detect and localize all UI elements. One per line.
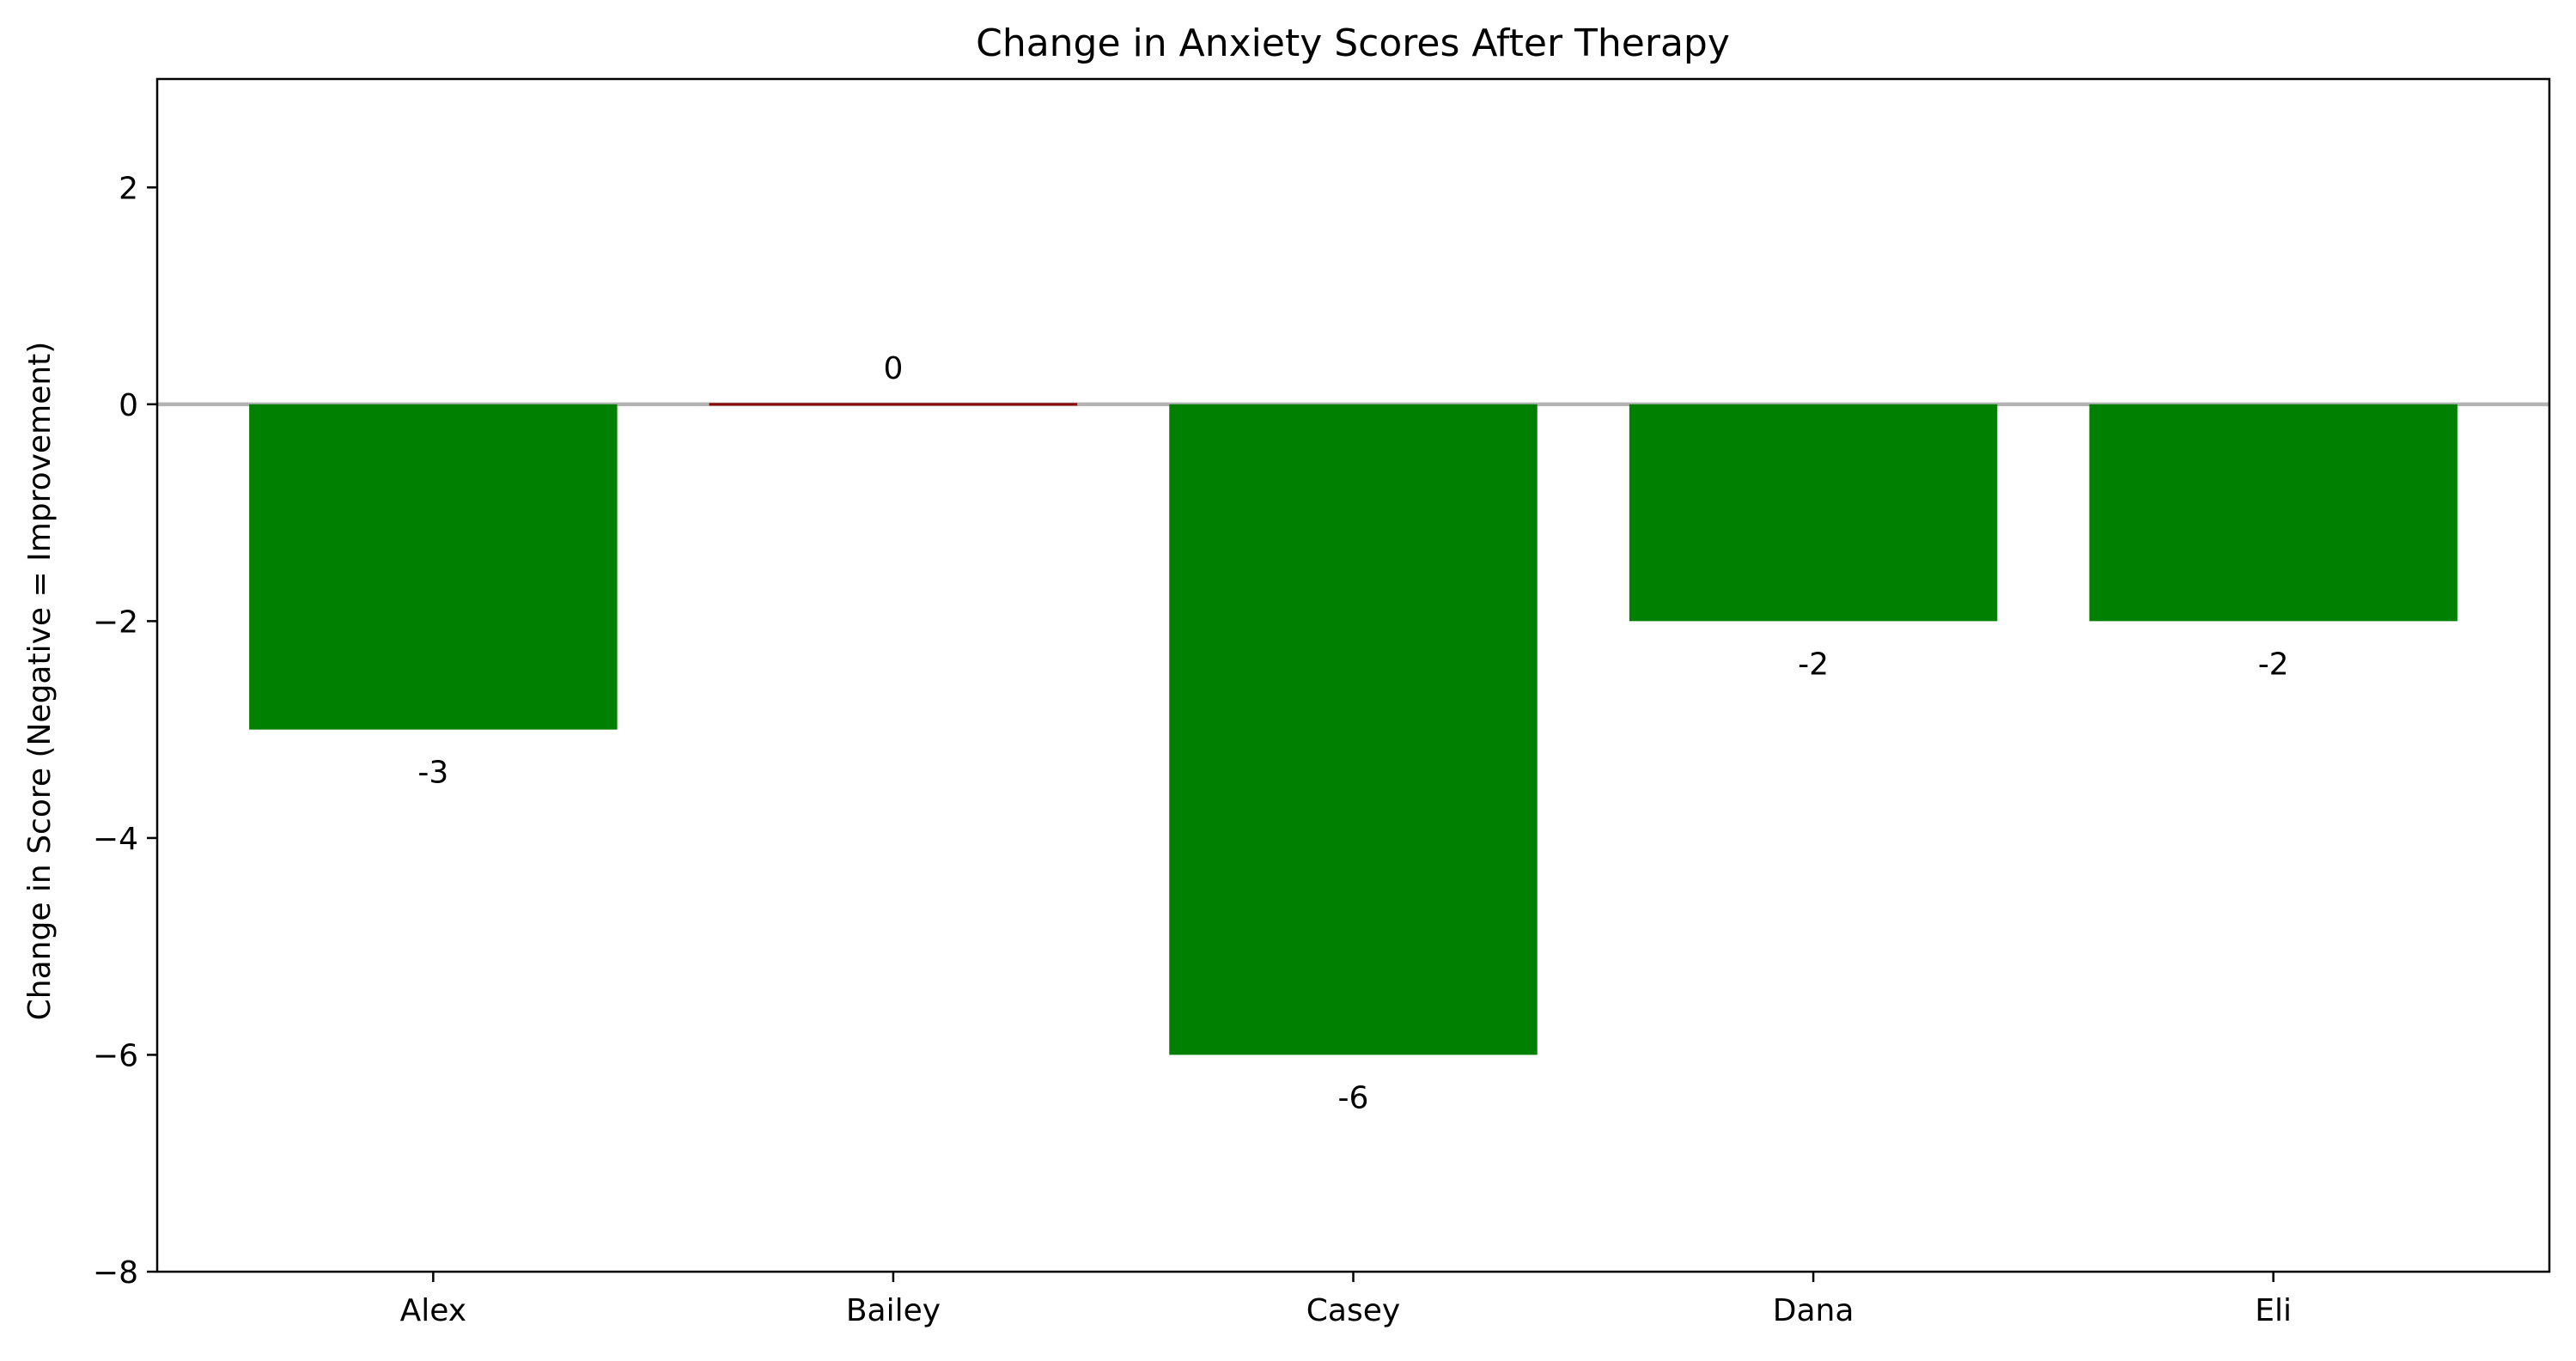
y-ticks-layer: 2 0 −2 −4 −6 −8 [93, 171, 157, 1291]
y-tick-label: −8 [93, 1255, 138, 1291]
bar-eli [2089, 404, 2457, 622]
chart-title: Change in Anxiety Scores After Therapy [976, 21, 1730, 65]
x-tick-label-casey: Casey [1306, 1293, 1400, 1328]
y-tick-label: 2 [119, 171, 138, 206]
y-tick-label: 0 [119, 388, 138, 423]
data-labels-layer: -3 0 -6 -2 -2 [417, 351, 2288, 1116]
y-axis-label: Change in Score (Negative = Improvement) [22, 342, 58, 1021]
bar-casey [1169, 404, 1538, 1055]
x-ticks-layer: Alex Bailey Casey Dana Eli [400, 1272, 2292, 1328]
data-label-eli: -2 [2258, 647, 2289, 682]
data-label-casey: -6 [1338, 1080, 1369, 1115]
x-tick-label-eli: Eli [2255, 1293, 2292, 1328]
x-tick-label-dana: Dana [1773, 1293, 1854, 1328]
plot-frame [155, 77, 2551, 1273]
x-tick-label-bailey: Bailey [846, 1293, 941, 1328]
y-tick-label: −4 [93, 822, 138, 857]
y-tick-label: −2 [93, 605, 138, 640]
data-label-dana: -2 [1798, 647, 1829, 682]
bars-layer [249, 403, 2457, 1055]
y-tick-label: −6 [93, 1038, 138, 1073]
x-tick-label-alex: Alex [400, 1293, 466, 1328]
data-label-bailey: 0 [883, 351, 903, 386]
data-label-alex: -3 [417, 756, 448, 791]
bar-dana [1629, 404, 1998, 622]
bar-alex [249, 404, 618, 730]
